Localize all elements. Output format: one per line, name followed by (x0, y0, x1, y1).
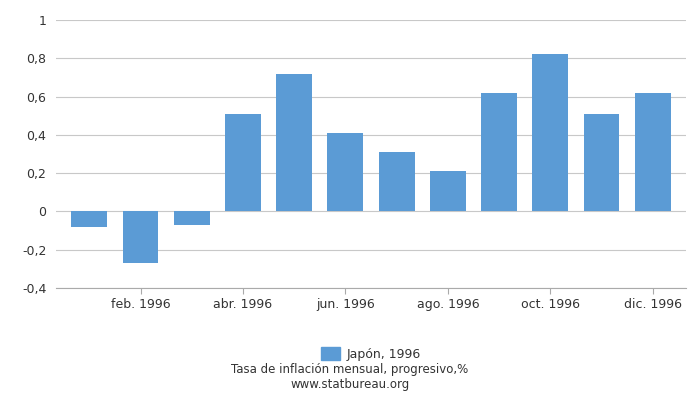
Bar (635, 93, 671, 212)
Text: Tasa de inflación mensual, progresivo,%: Tasa de inflación mensual, progresivo,% (232, 364, 468, 376)
Bar (430, 171, 466, 212)
Bar (276, 74, 312, 212)
Bar (174, 212, 210, 225)
Bar (225, 114, 261, 212)
Bar (532, 54, 568, 212)
Bar (481, 93, 517, 212)
Bar (584, 114, 620, 212)
Bar (379, 152, 414, 212)
Bar (328, 133, 363, 212)
Text: www.statbureau.org: www.statbureau.org (290, 378, 410, 391)
Legend: Japón, 1996: Japón, 1996 (316, 342, 426, 366)
Bar (122, 212, 158, 263)
Bar (71, 212, 107, 227)
